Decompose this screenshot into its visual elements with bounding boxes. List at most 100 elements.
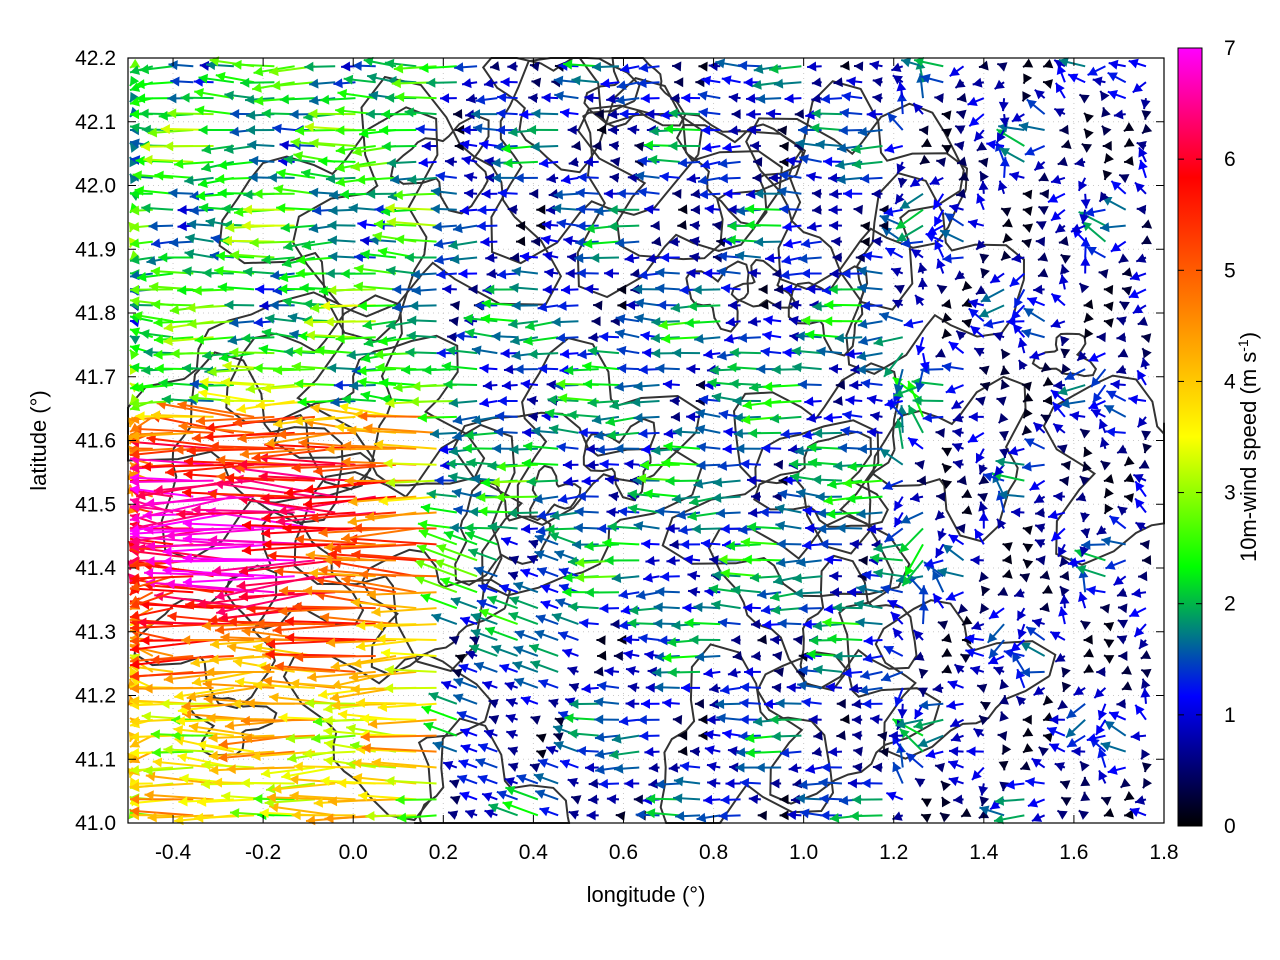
wind-vector: [1098, 769, 1108, 784]
wind-vector: [135, 479, 235, 501]
wind-vector: [720, 684, 741, 695]
wind-vector: [353, 281, 397, 292]
wind-vector: [936, 491, 946, 502]
y-tick-label: 41.6: [75, 430, 116, 453]
wind-vector: [367, 718, 437, 729]
wind-vector: [528, 539, 539, 549]
wind-vector: [491, 331, 518, 342]
wind-vector: [221, 395, 275, 406]
wind-vector: [980, 700, 991, 711]
wind-vector: [327, 796, 397, 807]
wind-vector: [797, 379, 822, 390]
wind-vector: [946, 700, 964, 711]
wind-vector: [996, 518, 1007, 530]
wind-vector: [528, 643, 559, 657]
wind-vector: [970, 665, 985, 676]
wind-vector: [829, 571, 842, 582]
wind-vector: [549, 510, 579, 521]
wind-vector: [1103, 284, 1114, 295]
wind-vector: [956, 109, 967, 120]
wind-vector: [129, 666, 139, 678]
wind-vector: [774, 284, 784, 295]
wind-vector: [668, 236, 680, 247]
wind-vector: [581, 476, 599, 487]
wind-vector: [501, 380, 518, 391]
wind-vector: [732, 650, 743, 661]
wind-vector: [456, 774, 478, 785]
wind-vector: [1022, 727, 1034, 738]
wind-vector: [898, 527, 924, 554]
wind-vector: [443, 379, 478, 390]
wind-vector: [979, 170, 989, 182]
wind-vector: [1129, 807, 1147, 817]
contour-line: [529, 464, 582, 522]
wind-vector: [825, 682, 843, 693]
wind-vector: [205, 667, 275, 678]
wind-vector: [407, 174, 437, 185]
wind-vector: [1140, 668, 1152, 679]
wind-vector: [1080, 791, 1091, 802]
wind-vector: [973, 727, 985, 738]
wind-vector: [196, 796, 255, 807]
wind-vector: [697, 90, 721, 101]
wind-vector: [978, 501, 988, 513]
wind-vector: [1129, 271, 1147, 281]
wind-vector: [980, 381, 991, 392]
wind-vector: [891, 62, 904, 73]
wind-vector: [323, 554, 397, 565]
wind-vector: [634, 171, 660, 181]
wind-vector: [805, 763, 822, 774]
wind-vector: [449, 254, 478, 265]
wind-vector: [458, 268, 478, 279]
wind-vector: [1080, 237, 1091, 258]
wind-vector: [606, 430, 640, 440]
wind-vector: [1056, 64, 1067, 83]
wind-vector: [170, 348, 214, 359]
wind-vector: [576, 745, 599, 756]
wind-vector: [1103, 621, 1115, 632]
wind-vector: [645, 109, 660, 120]
wind-vector: [616, 80, 640, 91]
wind-vector: [1031, 812, 1046, 822]
wind-vector: [285, 632, 376, 643]
wind-vector: [225, 472, 315, 483]
wind-vector: [215, 591, 316, 617]
wind-vector: [770, 634, 782, 645]
wind-vector: [727, 362, 761, 373]
wind-vector: [1083, 112, 1094, 123]
wind-vector: [1081, 539, 1106, 550]
wind-vector: [942, 253, 964, 264]
wind-vector: [649, 126, 680, 137]
contour-line: [787, 265, 869, 357]
wind-vector: [459, 205, 478, 216]
wind-vector: [293, 346, 336, 357]
wind-vector: [884, 143, 903, 154]
wind-vector: [1011, 253, 1025, 264]
wind-vector: [357, 300, 397, 311]
wind-vector: [1035, 220, 1047, 231]
wind-vector: [755, 762, 782, 773]
wind-vector: [1136, 416, 1148, 428]
wind-vector: [805, 329, 843, 340]
wind-vector: [948, 340, 965, 354]
wind-vector: [769, 413, 802, 424]
wind-vector: [129, 575, 174, 592]
wind-vector: [572, 539, 599, 550]
wind-vector: [559, 108, 579, 119]
wind-vector: [167, 108, 214, 119]
wind-vector: [327, 285, 376, 296]
wind-vector: [617, 363, 640, 374]
wind-vector: [773, 459, 784, 470]
wind-vector: [548, 532, 579, 546]
wind-vector: [870, 411, 883, 422]
wind-vector: [807, 457, 843, 468]
wind-vector: [1096, 332, 1106, 343]
wind-vector: [144, 568, 255, 579]
wind-vector: [614, 328, 640, 339]
wind-vector: [513, 645, 539, 657]
wind-vector: [689, 634, 721, 645]
wind-vector: [195, 190, 234, 201]
wind-vector: [1048, 743, 1066, 753]
wind-vector: [836, 730, 846, 741]
wind-vector: [1002, 232, 1013, 244]
